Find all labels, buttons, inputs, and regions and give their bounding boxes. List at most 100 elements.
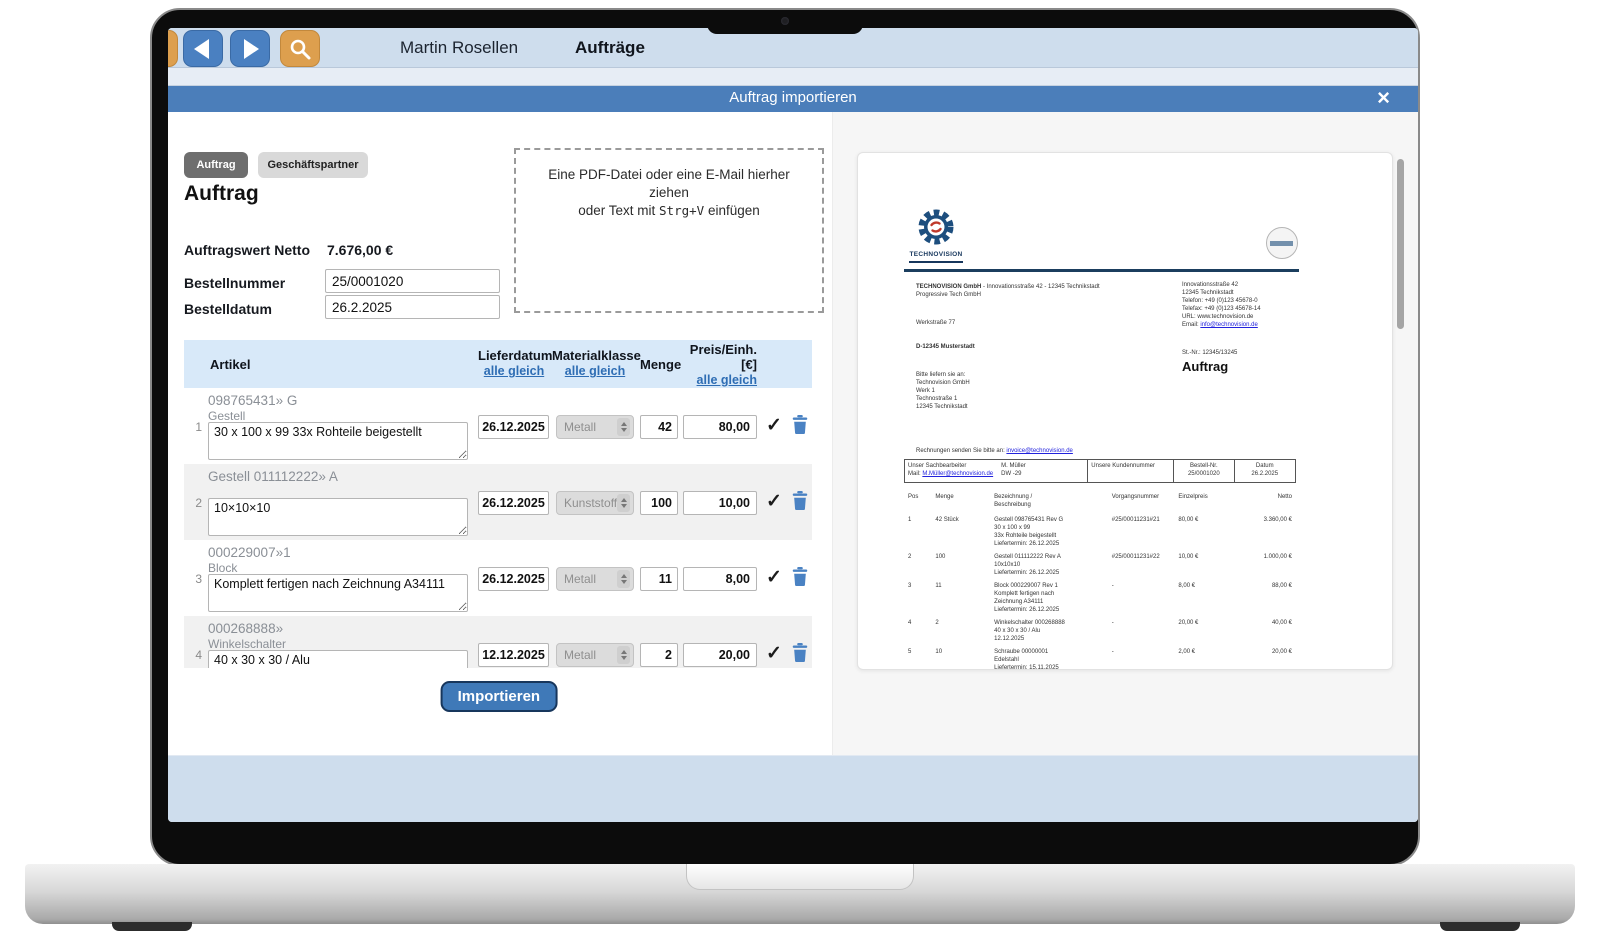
pdf-dropzone[interactable]: Eine PDF-Datei oder eine E-Mail hierher … [514,148,824,313]
article-name: Gestell [208,409,246,423]
forward-arrow-icon [244,38,259,59]
article-description-textarea[interactable]: Komplett fertigen nach Zeichnung A34111 [208,574,468,612]
pdf-items-table: Pos Menge Bezeichnung / Beschreibung Vor… [904,493,1296,669]
sender-line: TECHNOVISION GmbH - Innovationsstraße 42… [916,283,1100,299]
pdf-item-row: 3 11 Block 000229007 Rev 1 Komplett fertig… [908,583,1292,613]
import-button[interactable]: Importieren [440,681,558,712]
article-table: Artikel Lieferdatum alle gleich Material… [184,340,812,668]
select-stepper-icon [617,646,630,664]
bestellnummer-input[interactable] [325,269,500,293]
lieferdatum-input[interactable] [478,567,549,591]
dropzone-kbd: Strg+V [659,202,705,218]
menge-input[interactable] [640,643,678,667]
lieferdatum-alle-gleich-link[interactable]: alle gleich [483,364,545,378]
recipient-city: D-12345 Musterstadt [916,344,975,350]
company-logo: TECHNOVISION [898,207,974,263]
sender-line2: Progressive Tech GmbH [916,292,981,298]
contact-lines: Innovationsstraße 42 12345 Technikstadt … [1182,282,1261,320]
back-button[interactable] [183,30,223,67]
preis-input[interactable] [683,491,757,515]
select-stepper-icon [617,418,630,436]
menge-input[interactable] [640,567,678,591]
menge-input[interactable] [640,415,678,439]
confirm-check-icon[interactable]: ✓ [766,491,782,512]
col-artikel: Artikel [210,357,251,372]
trash-icon[interactable] [792,643,808,662]
article-description-textarea[interactable]: 10×10×10 [208,498,468,536]
pdf-item-row: 1 42 Stück Gestell 098765431 Rev G 30 x 10… [908,517,1292,547]
tab-auftrag[interactable]: Auftrag [184,152,248,178]
article-description-textarea[interactable]: 40 x 30 x 30 / Alu [208,650,468,668]
trash-icon[interactable] [792,491,808,510]
row-number: 1 [195,420,202,434]
confirm-check-icon[interactable]: ✓ [766,643,782,664]
search-button[interactable] [280,30,320,67]
materialklasse-select[interactable]: Metall [556,415,634,439]
article-number: 098765431» G [208,393,298,408]
gear-logo-icon [918,209,954,245]
article-number: 000268888» [208,621,284,636]
pdf-scrollbar-thumb[interactable] [1397,159,1404,329]
tab-geschaeftspartner[interactable]: Geschäftspartner [258,152,368,178]
app-display: Martin Rosellen Aufträge Auftrag importi… [168,28,1418,822]
preis-alle-gleich-link[interactable]: alle gleich [696,373,757,387]
auftragswert-label: Auftragswert Netto [184,242,311,258]
user-name[interactable]: Martin Rosellen [400,38,519,57]
app-toolbar: Martin Rosellen Aufträge [168,28,1418,68]
materialklasse-value: Metall [564,420,597,434]
preis-input[interactable] [683,643,757,667]
preis-input[interactable] [683,415,757,439]
trash-icon[interactable] [792,567,808,586]
bestellnummer-label: Bestellnummer [184,275,286,291]
materialklasse-select[interactable]: Metall [556,643,634,667]
col-preis-line2: [€] [741,357,757,372]
pdf-preview-pane: TECHNOVISION TECHNOVISION GmbH - Innovat… [832,112,1418,755]
dropzone-line1: Eine PDF-Datei oder eine E-Mail hierher [548,167,790,182]
bestelldatum-input[interactable] [325,295,500,319]
dropzone-line3-pre: oder Text mit [578,202,660,218]
materialklasse-select[interactable]: Kunststoff [556,491,634,515]
col-preis-line1: Preis/Einh. [689,342,757,357]
col-menge: Menge [640,357,682,372]
article-description-textarea[interactable]: 30 x 100 x 99 33x Rohteile beigestellt [208,422,468,460]
sender-address: - Innovationsstraße 42 - 12345 Technikst… [981,284,1100,290]
pdf-items-header: Pos Menge Bezeichnung / Beschreibung Vor… [908,494,1292,508]
modal-title: Auftrag importieren [729,89,857,106]
table-row: 3 000229007»1 Block Komplett fertigen na… [184,540,812,616]
camera-dot [781,17,789,25]
app-footer [168,755,1418,822]
menge-input[interactable] [640,491,678,515]
lieferdatum-input[interactable] [478,491,549,515]
confirm-check-icon[interactable]: ✓ [766,567,782,588]
delivery-address-block: Bitte liefern sie an: Technovision GmbH … [916,372,970,410]
clerk-mail-label: Mail: [908,470,923,477]
forward-button[interactable] [230,30,270,67]
article-number: 000229007»1 [208,545,291,560]
materialklasse-alle-gleich-link[interactable]: alle gleich [564,364,626,378]
select-stepper-icon [617,570,630,588]
pdf-item-row: 2 100 Gestell 011112222 Rev A 10x10x10 Lie… [908,554,1292,576]
article-number: Gestell 011112222» A [208,469,338,484]
trash-icon[interactable] [792,415,808,434]
laptop-screen: Martin Rosellen Aufträge Auftrag importi… [150,8,1420,866]
select-stepper-icon [617,494,630,512]
lieferdatum-input[interactable] [478,643,549,667]
materialklasse-select[interactable]: Metall [556,567,634,591]
materialklasse-value: Kunststoff [564,496,618,510]
clerk-mail-link: M.Müller@technovision.de [922,470,994,477]
nav-title-auftraege[interactable]: Aufträge [575,38,645,57]
article-name: Block [208,561,238,575]
preis-input[interactable] [683,567,757,591]
company-stamp [1266,227,1298,259]
article-name: Winkelschalter [208,637,287,651]
close-icon[interactable]: × [1377,85,1390,110]
order-number-cell: Bestell-Nr. 25/0001020 [1174,460,1235,482]
row-number: 2 [195,496,202,510]
lieferdatum-input[interactable] [478,415,549,439]
partial-toolbar-button[interactable] [168,30,178,67]
row-number: 4 [195,648,202,662]
customer-number-cell: Unsere Kundennummer [1088,460,1175,482]
toolbar-spacer [168,68,1418,86]
confirm-check-icon[interactable]: ✓ [766,415,782,436]
